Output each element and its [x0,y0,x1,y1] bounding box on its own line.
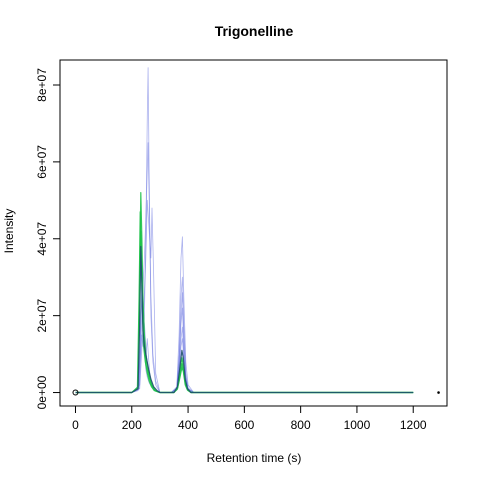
x-tick-label: 0 [72,418,79,432]
plot-frame [59,59,448,407]
y-tick-label: 8e+07 [35,68,49,102]
series-line-dark [75,245,414,394]
data-point [437,391,440,394]
y-axis-title: Intensity [2,209,16,254]
x-axis-title: Retention time (s) [207,451,302,465]
series-line-green [75,192,414,394]
series-line-blue [75,276,414,393]
series-line-blue [75,199,414,393]
axes-layer: 0 200 400 600 800 1000 1200 0e+00 2e+07 4e+07 6e+0… [35,68,427,432]
y-tick-label: 2e+07 [35,298,49,332]
series-line-blue [75,67,414,393]
data-point [72,389,79,396]
series-line-blue [75,142,414,393]
series-line-green [75,230,414,394]
series-line-blue [75,307,414,393]
series-layer [72,67,440,396]
y-tick-label: 6e+07 [35,145,49,179]
y-tick-label: 4e+07 [35,222,49,256]
series-line-blue [75,284,414,393]
x-tick-label: 600 [234,418,254,432]
x-tick-label: 1000 [344,418,371,432]
x-tick-label: 400 [178,418,198,432]
chart-title: Trigonelline [215,23,294,39]
x-tick-label: 800 [291,418,311,432]
x-tick-label: 1200 [400,418,427,432]
series-line-green [75,211,414,394]
x-tick-label: 200 [122,418,142,432]
y-tick-label: 0e+00 [35,375,49,409]
